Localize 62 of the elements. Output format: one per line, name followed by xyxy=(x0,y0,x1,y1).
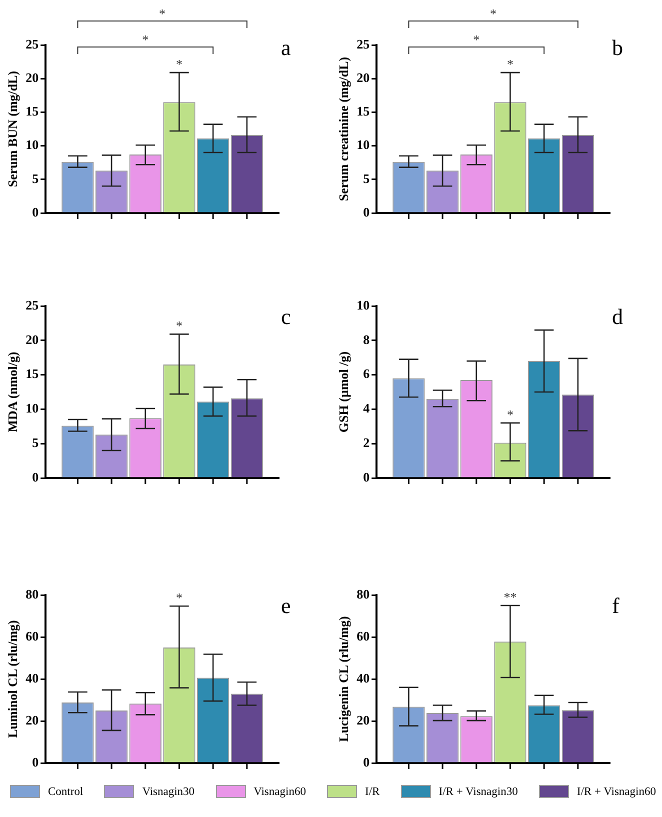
text: f xyxy=(612,592,620,618)
y-tick-label: 10 xyxy=(26,137,39,152)
y-tick-label: 40 xyxy=(356,670,370,686)
text: * xyxy=(159,6,166,21)
text: * xyxy=(490,6,497,21)
legend-label: I/R xyxy=(365,786,380,798)
y-tick-label: 0 xyxy=(32,204,39,220)
y-tick-label: 5 xyxy=(32,434,40,450)
y-tick-label: 5 xyxy=(32,170,40,186)
legend-label: I/R + Visnagin30 xyxy=(438,786,518,798)
y-tick-label: 0 xyxy=(363,469,370,484)
annotation: * xyxy=(506,406,514,422)
legend-label: Visnagin60 xyxy=(254,786,306,798)
y-tick-label: 20 xyxy=(356,712,370,728)
y-tick-label: 10 xyxy=(26,400,39,416)
y-tick-label: 0 xyxy=(32,754,39,770)
y-tick-label: 25 xyxy=(356,36,370,52)
y-tick-label: 0 xyxy=(363,204,370,220)
text: d xyxy=(612,304,623,329)
y-tick-label: 20 xyxy=(356,70,370,85)
annotation: ** xyxy=(504,590,517,604)
y-tick-label: 15 xyxy=(26,366,40,382)
y-tick-label: 8 xyxy=(363,332,370,347)
annotation: * xyxy=(506,56,514,72)
text: a xyxy=(281,34,291,60)
annotation: * xyxy=(176,318,182,334)
y-tick-label: 25 xyxy=(26,36,40,52)
annotation: * xyxy=(473,32,480,47)
y-tick-label: 10 xyxy=(356,297,370,312)
y-tick-label: 25 xyxy=(26,297,40,312)
y-tick-label: 0 xyxy=(363,754,370,770)
y-tick-label: 20 xyxy=(26,70,39,85)
legend-label: Control xyxy=(48,786,84,798)
text: e xyxy=(281,592,291,618)
y-tick-label: 80 xyxy=(356,586,370,602)
y-axis-title: Luminol CL (rlu/mg) xyxy=(5,620,20,738)
annotation: * xyxy=(176,56,182,72)
y-axis-title: GSH (µmol /g) xyxy=(336,351,352,433)
y-tick-label: 10 xyxy=(356,137,370,152)
y-tick-label: 15 xyxy=(26,104,40,119)
y-tick-label: 0 xyxy=(32,469,39,484)
y-tick-label: 2 xyxy=(363,434,370,450)
y-tick-label: 80 xyxy=(26,586,39,602)
y-axis-title: MDA (nmol/g) xyxy=(5,352,20,432)
y-tick-label: 6 xyxy=(363,366,370,382)
y-tick-label: 40 xyxy=(26,670,39,686)
text: b xyxy=(612,34,623,60)
y-axis-title: Serum creatinine (mg/dL) xyxy=(336,56,352,202)
y-tick-label: 60 xyxy=(356,628,370,644)
legend-label: Visnagin30 xyxy=(142,786,195,798)
y-tick-label: 60 xyxy=(26,628,39,644)
y-tick-label: 5 xyxy=(363,170,370,186)
y-axis-title: Lucigenin CL (rlu/mg) xyxy=(336,616,352,742)
annotation: * xyxy=(176,590,182,606)
y-tick-label: 15 xyxy=(356,104,370,119)
y-tick-label: 4 xyxy=(363,400,370,416)
y-tick-label: 20 xyxy=(26,332,39,347)
y-axis-title: Serum BUN (mg/dL) xyxy=(5,70,20,188)
text: c xyxy=(281,304,291,329)
legend-label: I/R + Visnagin60 xyxy=(576,786,656,798)
y-tick-label: 20 xyxy=(26,712,39,728)
annotation: * xyxy=(142,32,149,47)
